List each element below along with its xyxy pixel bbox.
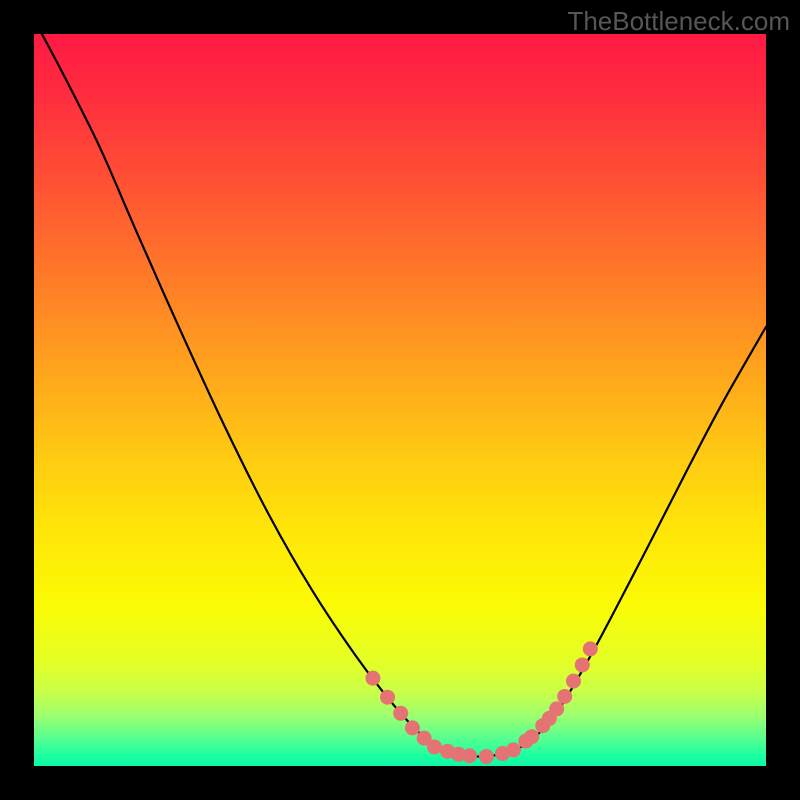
curve-marker — [557, 689, 572, 704]
curve-layer — [34, 34, 766, 766]
curve-marker — [393, 706, 408, 721]
curve-marker — [405, 720, 420, 735]
curve-marker — [524, 729, 539, 744]
curve-marker — [427, 739, 442, 754]
plot-area — [34, 34, 766, 766]
curve-marker — [365, 671, 380, 686]
curve-marker — [583, 641, 598, 656]
curve-marker — [506, 742, 521, 757]
curve-marker — [575, 657, 590, 672]
watermark-text: TheBottleneck.com — [567, 6, 790, 37]
curve-marker — [462, 748, 477, 763]
curve-marker — [479, 749, 494, 764]
curve-marker — [549, 701, 564, 716]
bottleneck-curve — [34, 34, 766, 757]
curve-marker — [380, 690, 395, 705]
curve-marker — [566, 674, 581, 689]
chart-stage: TheBottleneck.com — [0, 0, 800, 800]
